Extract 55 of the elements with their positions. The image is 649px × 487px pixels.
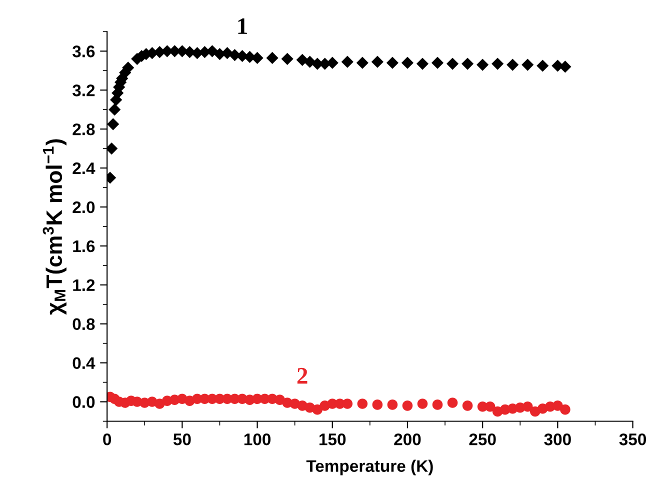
x-tick-label: 150 bbox=[320, 434, 346, 446]
point bbox=[536, 60, 549, 72]
point bbox=[506, 58, 519, 71]
y-tick-label: 2.0 bbox=[72, 201, 95, 214]
point bbox=[266, 52, 278, 64]
point bbox=[342, 398, 353, 409]
y-tick-label: 2.8 bbox=[72, 123, 95, 136]
x-tick-label: 50 bbox=[173, 434, 191, 446]
point bbox=[401, 56, 414, 69]
y-tick-label: 0.4 bbox=[72, 357, 96, 370]
point bbox=[107, 118, 120, 130]
point bbox=[417, 398, 428, 409]
x-tick-label: 0 bbox=[103, 434, 112, 446]
x-tick-label: 350 bbox=[619, 434, 646, 446]
point bbox=[107, 142, 118, 155]
point bbox=[372, 400, 383, 410]
x-axis-title: Temperature (K) bbox=[306, 460, 433, 476]
point bbox=[484, 401, 496, 412]
point bbox=[446, 58, 459, 70]
x-tick-label: 300 bbox=[544, 434, 571, 446]
y-tick-label: 2.4 bbox=[72, 162, 96, 174]
point bbox=[108, 104, 121, 116]
point bbox=[447, 398, 458, 408]
y-tick-label: 3.6 bbox=[72, 46, 95, 58]
point bbox=[386, 56, 399, 69]
series-label: 1 bbox=[238, 18, 247, 34]
point bbox=[281, 52, 294, 65]
x-tick-label: 200 bbox=[394, 434, 421, 446]
y-tick-label: 1.6 bbox=[73, 240, 95, 252]
y-tick-label: 0.0 bbox=[72, 396, 95, 408]
point bbox=[476, 58, 489, 71]
point bbox=[522, 401, 533, 412]
x-tick-label: 250 bbox=[469, 434, 496, 446]
point bbox=[431, 56, 444, 69]
point bbox=[522, 58, 534, 71]
point bbox=[341, 56, 354, 68]
point bbox=[371, 56, 384, 68]
y-tick-label: 3.2 bbox=[72, 84, 95, 96]
x-tick-label: 100 bbox=[244, 434, 271, 446]
point bbox=[416, 58, 429, 70]
point bbox=[432, 400, 443, 410]
series-label: 2 bbox=[297, 368, 308, 384]
point bbox=[462, 58, 474, 70]
point bbox=[402, 400, 413, 411]
point bbox=[552, 400, 563, 411]
point bbox=[356, 56, 368, 69]
point bbox=[357, 398, 368, 409]
y-axis-title: χ$_{M}$T(cm$^{3}$K mol$^{−1}$) bbox=[42, 139, 66, 315]
point bbox=[560, 404, 570, 415]
y-tick-label: 0.8 bbox=[72, 318, 95, 330]
point bbox=[312, 404, 323, 415]
point bbox=[492, 58, 504, 70]
point bbox=[462, 400, 473, 411]
point bbox=[387, 400, 398, 410]
y-tick-label: 1.2 bbox=[73, 279, 95, 291]
